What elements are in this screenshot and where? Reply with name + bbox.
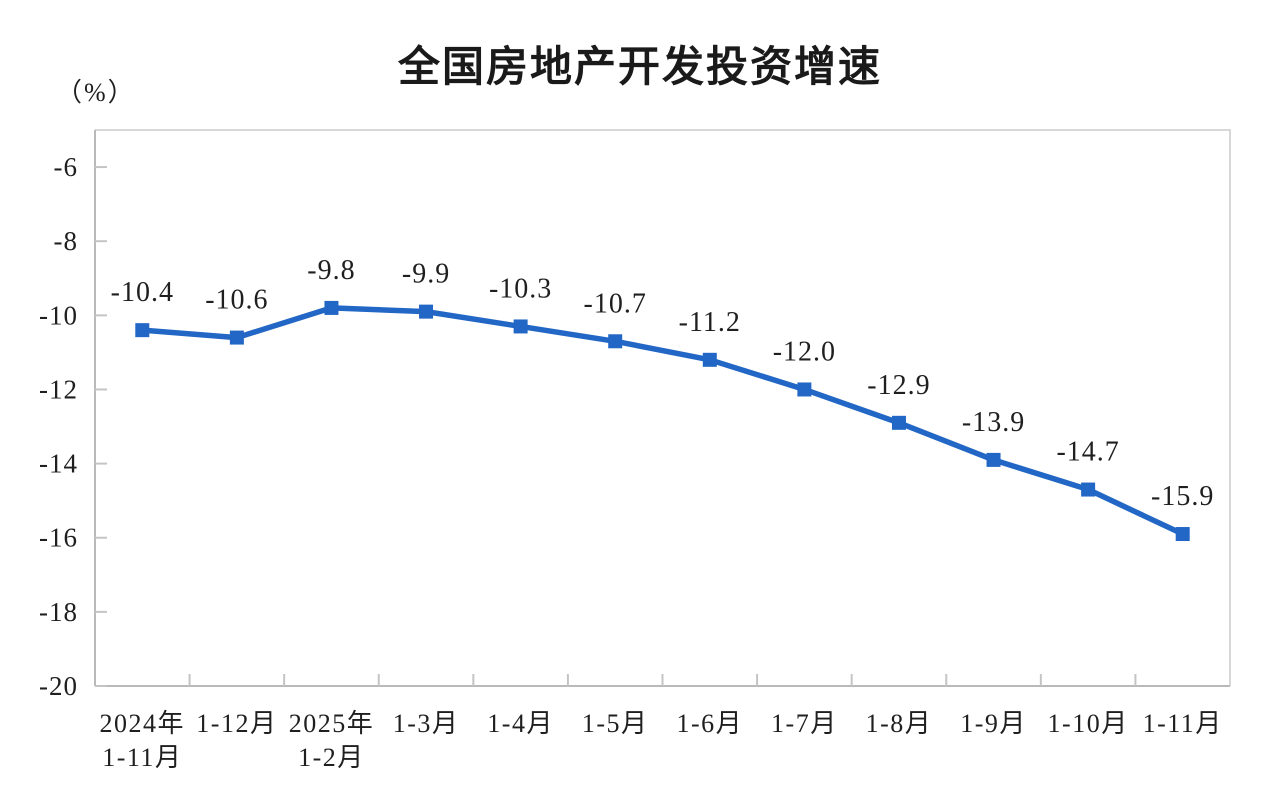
x-tick-label: 1-5月 (582, 709, 649, 738)
y-tick-label: -10 (39, 300, 78, 330)
y-tick-label: -18 (39, 597, 78, 627)
y-tick-label: -12 (39, 374, 78, 404)
data-point-marker (702, 352, 717, 367)
x-tick-label: 1-11月 (1143, 709, 1223, 738)
data-label: -10.7 (584, 288, 647, 319)
y-tick-label: -20 (39, 671, 78, 701)
data-point-marker (419, 304, 434, 319)
x-tick-label: 1-4月 (487, 709, 554, 738)
data-label: -9.8 (307, 255, 355, 286)
x-tick-label: 1-12月 (196, 709, 277, 738)
x-tick-label: 1-7月 (771, 709, 838, 738)
data-label: -10.4 (111, 277, 174, 308)
data-point-marker (608, 334, 623, 349)
x-tick-label: 1-9月 (960, 709, 1027, 738)
y-axis-unit-label: （%） (56, 78, 136, 107)
series-line (139, 305, 1186, 537)
data-point-marker (229, 330, 244, 345)
y-tick-label: -14 (39, 449, 78, 479)
data-point-marker (513, 319, 528, 334)
data-label: -12.0 (773, 336, 836, 367)
data-label: -11.2 (679, 307, 741, 338)
data-point-marker (324, 300, 339, 315)
data-point-marker (986, 452, 1001, 467)
data-point-marker (797, 382, 812, 397)
data-point-marker (1175, 527, 1190, 542)
data-label: -10.6 (205, 285, 268, 316)
data-label: -9.9 (402, 259, 450, 290)
x-tick-label: 1-3月 (393, 709, 460, 738)
data-point-marker (1081, 482, 1096, 497)
plot-border (95, 129, 1231, 686)
data-label: -13.9 (962, 407, 1025, 438)
data-label: -15.9 (1151, 481, 1214, 512)
x-tick-label: 1-6月 (676, 709, 743, 738)
data-label: -10.3 (489, 273, 552, 304)
chart-title: 全国房地产开发投资增速 (397, 43, 882, 90)
x-tick-label: 2024年 1-11月 (100, 709, 186, 772)
x-tick-label: 2025年 1-2月 (289, 709, 375, 772)
data-point-marker (135, 323, 150, 338)
x-tick-label: 1-8月 (866, 709, 933, 738)
y-tick-label: -6 (54, 152, 79, 182)
x-tick-label: 1-10月 (1048, 709, 1129, 738)
y-tick-label: -8 (54, 226, 79, 256)
data-label: -12.9 (867, 370, 930, 401)
data-label: -14.7 (1056, 437, 1119, 468)
data-point-marker (891, 415, 906, 430)
y-tick-label: -16 (39, 523, 78, 553)
